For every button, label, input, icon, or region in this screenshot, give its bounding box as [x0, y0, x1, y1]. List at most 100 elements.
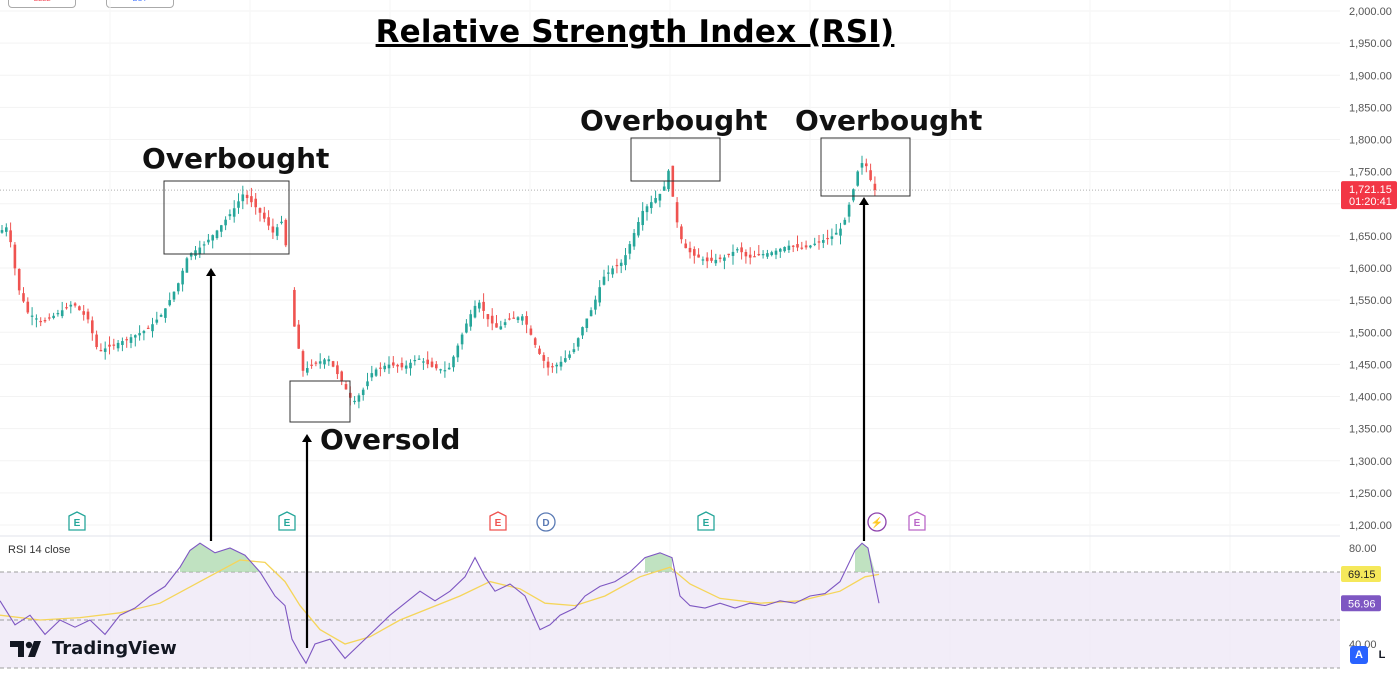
log-scale-button[interactable]: L [1378, 649, 1386, 661]
buy-button[interactable]: BUY [106, 0, 174, 8]
dividend-event-icon [536, 512, 556, 532]
split-event-icon [867, 512, 887, 532]
candle-body [521, 316, 524, 321]
candle-body [512, 317, 515, 319]
candle-body [43, 320, 47, 322]
candle-body [516, 317, 520, 321]
current-price-label: 1,721.15 [1349, 184, 1392, 196]
candle-body [576, 338, 580, 347]
candle-body [435, 364, 438, 369]
candle-body [301, 351, 305, 371]
candle-body [748, 254, 752, 258]
candle-body [865, 163, 868, 167]
candle-body [731, 251, 735, 256]
candle-body [658, 193, 662, 201]
candle-body [224, 219, 227, 226]
auto-scale-button[interactable]: A [1350, 646, 1368, 664]
candle-body [572, 349, 576, 353]
candle-body [237, 201, 240, 208]
candle-body [645, 206, 649, 213]
countdown-label: 01:20:41 [1349, 196, 1392, 208]
candle-body [39, 320, 42, 323]
candle-body [99, 350, 103, 352]
candle-body [856, 171, 859, 186]
candle-body [533, 338, 537, 345]
candle-body [241, 194, 245, 202]
rsi-panel [0, 542, 1340, 669]
candle-body [443, 370, 447, 372]
candle-body [615, 264, 619, 267]
candle-body [495, 323, 498, 328]
candle-body [482, 301, 485, 311]
candle-body [650, 202, 653, 209]
candle-body [804, 245, 808, 248]
candle-body [826, 237, 829, 240]
annotation-box [630, 137, 721, 182]
candle-body [740, 247, 743, 253]
candle-body [473, 305, 477, 318]
candle-body [619, 262, 623, 266]
candle-body [757, 253, 761, 256]
candle-body [327, 359, 331, 362]
event-glyph: ⚡ [871, 516, 883, 529]
candle-body [490, 315, 494, 324]
candle-body [766, 253, 769, 257]
candle-body [48, 317, 51, 319]
candle-body [17, 268, 21, 291]
rsi-ma-value: 69.15 [1348, 569, 1376, 581]
candle-body [336, 365, 339, 375]
price-tick-label: 1,350.00 [1349, 424, 1392, 436]
candle-body [770, 252, 773, 256]
candle-body [383, 365, 386, 370]
candle-body [275, 227, 279, 236]
candle-body [189, 253, 193, 257]
candle-body [843, 219, 847, 225]
candle-body [361, 389, 365, 396]
candle-body [232, 208, 236, 217]
price-tick-label: 1,800.00 [1349, 135, 1392, 147]
candle-body [525, 316, 528, 325]
candle-layer [0, 155, 877, 409]
candle-body [628, 244, 632, 254]
price-tick-label: 1,200.00 [1349, 520, 1392, 532]
candle-body [873, 183, 877, 191]
candle-body [142, 331, 146, 334]
candle-body [181, 270, 184, 285]
annotation-box [820, 137, 911, 197]
event-glyph: E [703, 518, 710, 529]
candle-body [409, 362, 412, 369]
candle-body [486, 314, 490, 320]
chart-title: Relative Strength Index (RSI) [375, 14, 895, 50]
sell-button[interactable]: SELL [8, 0, 76, 8]
candle-body [684, 243, 687, 249]
candle-body [718, 257, 722, 259]
rsi-overbought-fill [855, 543, 875, 572]
rsi-ma-line [0, 559, 880, 645]
candle-body [69, 304, 73, 307]
rsi-indicator-label[interactable]: RSI 14 close [8, 544, 71, 556]
candle-body [774, 250, 778, 255]
candle-body [701, 259, 705, 261]
candle-body [697, 254, 700, 258]
candle-body [353, 400, 356, 403]
candle-body [585, 318, 589, 329]
candle-body [52, 315, 55, 319]
candle-body [112, 344, 116, 346]
candle-body [168, 300, 171, 306]
candle-body [30, 315, 34, 317]
candle-body [396, 364, 399, 367]
annotation-oversold: Oversold [320, 423, 461, 456]
candle-body [116, 342, 120, 349]
candle-body [779, 248, 782, 252]
earnings-event-icon [278, 511, 296, 531]
price-tick-label: 1,750.00 [1349, 167, 1392, 179]
annotation-box [163, 180, 290, 255]
candle-body [263, 212, 266, 219]
candle-body [404, 365, 408, 369]
candle-body [860, 163, 864, 168]
candle-body [370, 373, 374, 378]
candle-body [422, 361, 425, 363]
candle-body [125, 339, 128, 341]
candle-body [198, 247, 202, 254]
candle-body [155, 319, 159, 323]
